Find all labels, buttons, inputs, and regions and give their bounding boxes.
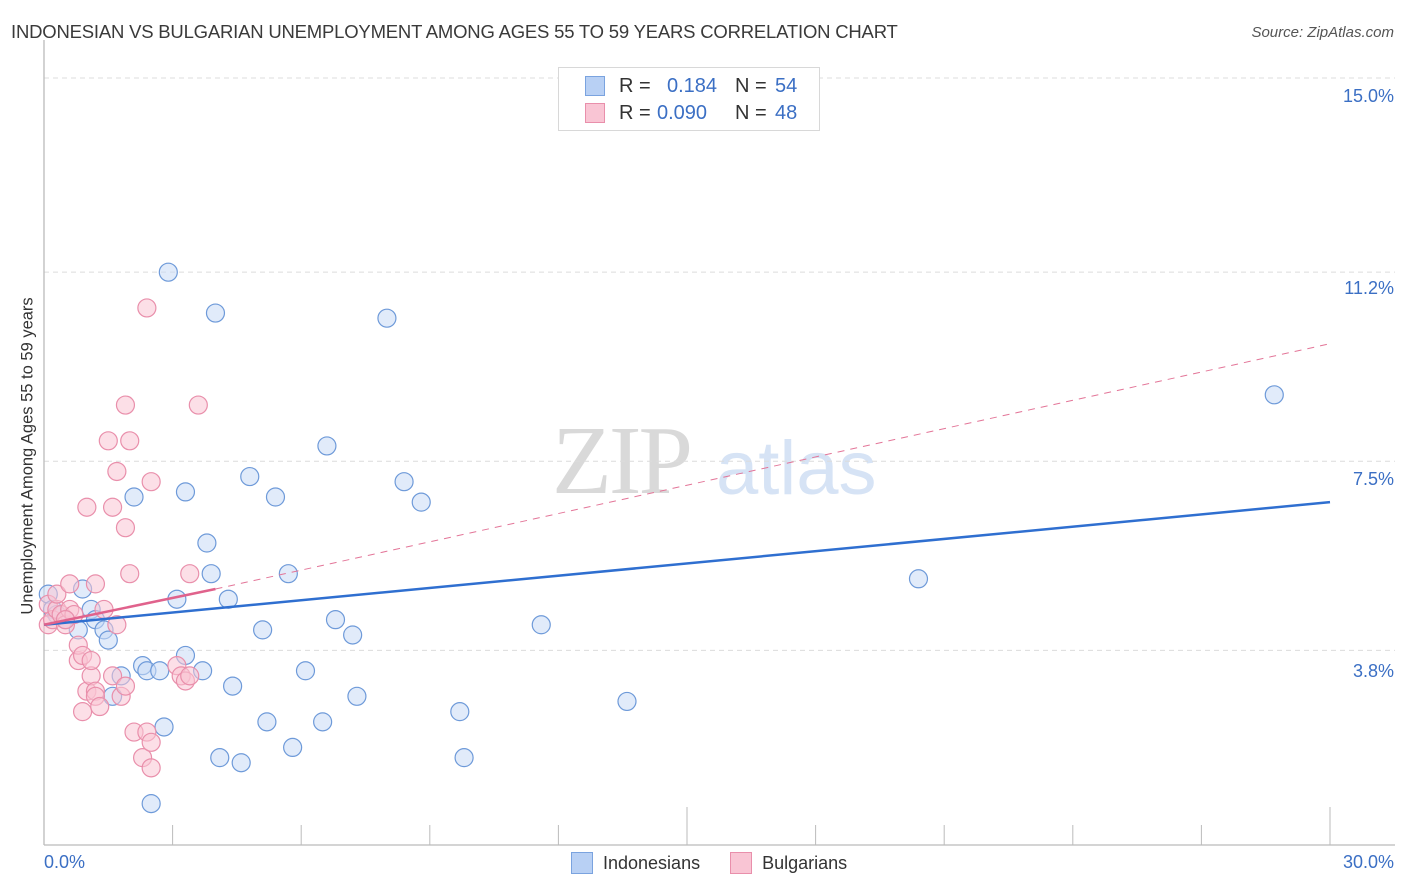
data-point: [158, 262, 178, 282]
indonesians-swatch: [585, 76, 605, 96]
data-point: [180, 666, 200, 686]
data-point: [141, 472, 161, 492]
indonesians-swatch: [571, 852, 593, 874]
data-point: [265, 487, 286, 507]
data-point: [240, 466, 260, 487]
data-point: [295, 661, 316, 681]
source-label: Source: ZipAtlas.com: [1251, 24, 1394, 41]
n-label: N =: [735, 74, 767, 97]
data-point: [411, 492, 431, 512]
trend-lines: [43, 343, 1331, 627]
bulgarians-points: [38, 298, 208, 778]
n-label: N =: [735, 101, 767, 124]
data-point: [98, 630, 118, 650]
y-axis-label: Unemployment Among Ages 55 to 59 years: [18, 297, 37, 615]
x-tick-min: 0.0%: [44, 852, 86, 872]
data-point: [325, 610, 346, 630]
data-point: [137, 298, 157, 318]
r-value: 0.090: [657, 101, 708, 124]
data-point: [394, 472, 414, 492]
y-tick-11-2: 11.2%: [1344, 278, 1394, 298]
data-point: [908, 569, 929, 589]
data-point: [115, 676, 136, 696]
data-point: [94, 599, 114, 620]
bulgarians-trend-extended: [215, 343, 1331, 590]
data-point: [313, 712, 333, 732]
chart-title: INDONESIAN VS BULGARIAN UNEMPLOYMENT AMO…: [11, 21, 898, 42]
data-point: [115, 395, 136, 415]
y-tick-15: 15.0%: [1342, 86, 1394, 106]
data-point: [141, 794, 161, 814]
indonesians-points: [38, 262, 1284, 814]
data-point: [278, 564, 298, 584]
data-point: [47, 584, 67, 604]
legend-row-bulgarians: R = 0.090 N = 48: [585, 101, 797, 125]
data-point: [201, 564, 221, 584]
data-point: [283, 737, 303, 758]
legend-label: Indonesians: [603, 852, 701, 873]
data-point: [85, 574, 106, 594]
n-value: 48: [775, 101, 798, 124]
bulgarians-trend: [43, 587, 216, 626]
r-label: R =: [619, 101, 651, 124]
data-point: [343, 625, 363, 645]
data-point: [102, 497, 123, 517]
data-point: [150, 661, 170, 681]
data-point: [60, 574, 80, 594]
legend-item-bulgarians[interactable]: Bulgarians: [730, 852, 847, 874]
data-point: [102, 666, 123, 686]
data-point: [77, 497, 97, 517]
data-point: [90, 696, 110, 717]
data-point: [98, 431, 118, 451]
data-point: [180, 564, 200, 584]
y-tick-7-5: 7.5%: [1352, 469, 1394, 489]
data-point: [450, 702, 470, 722]
series-legend: Indonesians Bulgarians: [571, 852, 877, 874]
data-point: [197, 533, 217, 553]
data-point: [617, 691, 637, 712]
data-point: [72, 702, 93, 722]
bulgarians-swatch: [730, 852, 753, 874]
data-point: [223, 676, 243, 696]
n-value: 54: [775, 74, 798, 97]
legend-item-indonesians[interactable]: Indonesians: [571, 852, 700, 874]
data-point: [210, 748, 230, 768]
data-point: [175, 482, 196, 502]
indonesians-trend: [43, 500, 1331, 627]
data-point: [454, 748, 474, 768]
watermark-atlas: atlas: [716, 426, 877, 511]
data-point: [115, 518, 136, 538]
data-point: [253, 620, 273, 640]
data-point: [347, 686, 367, 706]
r-value: 0.184: [667, 74, 718, 97]
data-point: [377, 308, 397, 328]
data-point: [81, 650, 101, 671]
gridlines: [44, 77, 1395, 651]
data-point: [1264, 385, 1284, 405]
stats-legend: R = 0.184 N = 54 R = 0.090 N = 48: [558, 67, 820, 131]
data-point: [154, 717, 174, 737]
legend-row-indonesians: R = 0.184 N = 54: [585, 74, 797, 98]
data-point: [120, 564, 140, 584]
data-point: [120, 431, 140, 451]
data-point: [141, 758, 161, 778]
data-point: [257, 712, 277, 732]
data-point: [107, 461, 127, 482]
y-tick-3-8: 3.8%: [1352, 661, 1394, 681]
data-point: [531, 615, 551, 635]
r-label: R =: [619, 74, 651, 97]
data-point: [107, 615, 127, 635]
data-point: [124, 487, 144, 507]
legend-label: Bulgarians: [762, 852, 848, 873]
data-point: [231, 753, 251, 773]
axes: [43, 40, 1395, 846]
x-tick-max: 30.0%: [1342, 852, 1394, 872]
data-point: [205, 303, 226, 323]
bulgarians-swatch: [585, 103, 605, 123]
data-point: [141, 732, 161, 752]
data-point: [188, 395, 208, 415]
data-point: [317, 436, 337, 456]
